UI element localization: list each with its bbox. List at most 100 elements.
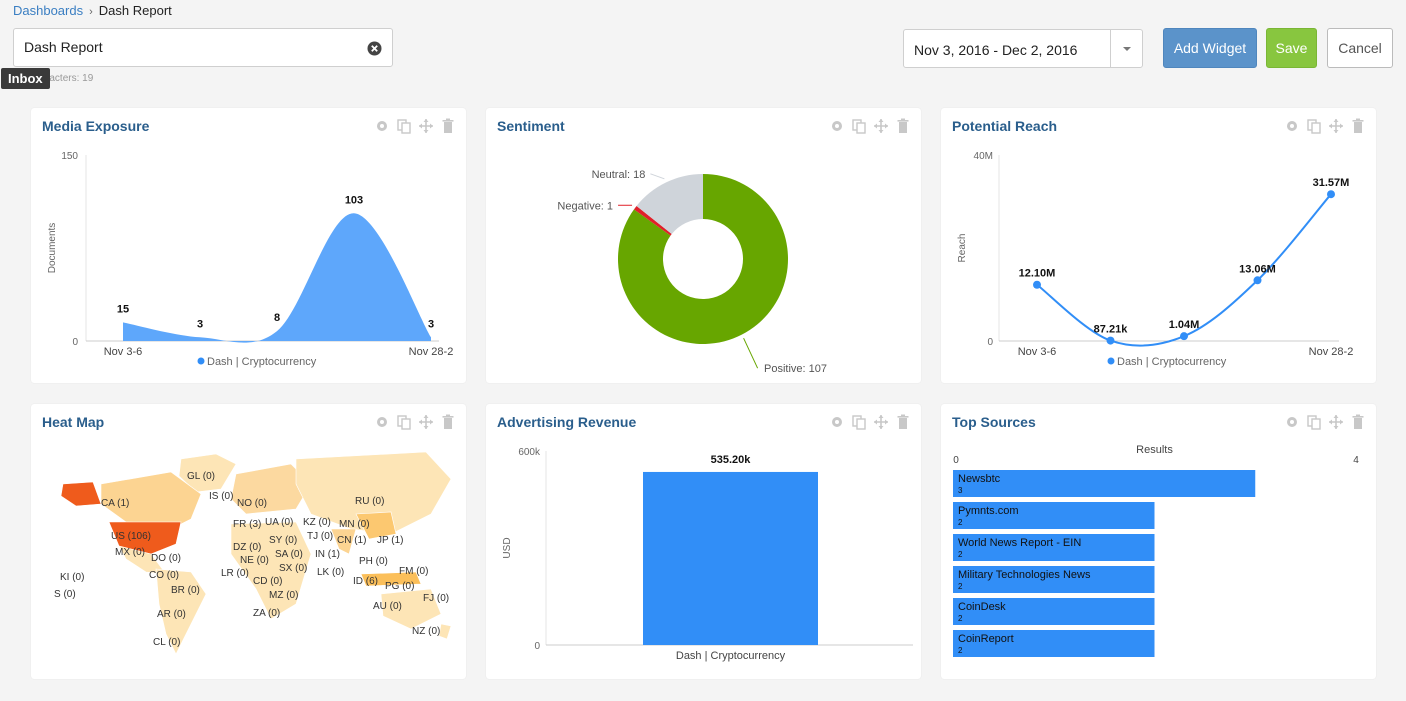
trash-icon[interactable]	[895, 414, 911, 430]
data-label: 12.10M	[1019, 268, 1056, 280]
trash-icon[interactable]	[895, 118, 911, 134]
bar	[953, 598, 1155, 625]
widget-title: Heat Map	[42, 414, 105, 430]
copy-icon[interactable]	[851, 414, 867, 430]
breadcrumb-dashboards-link[interactable]: Dashboards	[13, 3, 84, 18]
map-region-usa	[108, 521, 182, 555]
y-axis-title: Documents	[47, 223, 58, 274]
copy-icon[interactable]	[1306, 414, 1322, 430]
widget-heat-map: GL (0) IS (0) CA (1) NO (0) RU (0) FR (3) UA (…	[31, 404, 466, 679]
heat-map-chart: GL (0) IS (0) CA (1) NO (0) RU (0) FR (3) UA (…	[54, 451, 452, 655]
data-label: 103	[345, 194, 363, 206]
cancel-button[interactable]: Cancel	[1327, 28, 1393, 68]
map-label: CN (1)	[337, 535, 366, 546]
map-region-india	[330, 528, 357, 555]
map-label: JP (1)	[377, 535, 404, 546]
map-label: FJ (0)	[423, 593, 449, 604]
gear-icon[interactable]	[1284, 414, 1300, 430]
copy-icon[interactable]	[851, 118, 867, 134]
chevron-right-icon: ›	[89, 6, 93, 18]
y-tick-label: 40M	[974, 151, 993, 162]
y-tick-label: 0	[72, 337, 78, 348]
chevron-down-icon[interactable]	[1110, 30, 1142, 67]
widget-toolbar	[829, 118, 911, 134]
y-tick-label: 0	[987, 337, 993, 348]
widget-toolbar	[1284, 118, 1366, 134]
y-tick-label: 150	[61, 151, 78, 162]
trash-icon[interactable]	[1350, 118, 1366, 134]
widget-potential-reach: 40M 0 Reach 12.10M 87.21k 1.04M 13.06M 31.57M No…	[941, 108, 1376, 383]
trash-icon[interactable]	[440, 414, 456, 430]
gear-icon[interactable]	[829, 414, 845, 430]
map-label: CA (1)	[101, 498, 129, 509]
map-label: US (106)	[111, 531, 151, 542]
trash-icon[interactable]	[440, 118, 456, 134]
map-label: UA (0)	[265, 517, 293, 528]
move-icon[interactable]	[873, 414, 889, 430]
legend-label: Dash | Cryptocurrency	[1117, 356, 1227, 368]
map-label: GL (0)	[187, 471, 215, 482]
move-icon[interactable]	[1328, 414, 1344, 430]
gear-icon[interactable]	[374, 414, 390, 430]
legend-dot	[197, 357, 205, 365]
bar	[953, 630, 1155, 657]
move-icon[interactable]	[418, 118, 434, 134]
move-icon[interactable]	[418, 414, 434, 430]
trash-icon[interactable]	[1350, 414, 1366, 430]
slice-label: Positive: 107	[764, 363, 827, 375]
advertising-revenue-chart: 600k 0 USD 535.20k Dash | Cryptocurrency	[502, 447, 913, 662]
map-label: S (0)	[54, 589, 76, 600]
area-series	[123, 213, 431, 343]
map-region-china	[355, 511, 397, 540]
gear-icon[interactable]	[1284, 118, 1300, 134]
bar-value: 2	[958, 646, 963, 655]
y-axis-title: Reach	[957, 234, 968, 263]
data-point	[1180, 332, 1188, 341]
bar-value: 2	[958, 550, 963, 559]
map-region-south-america	[155, 568, 207, 655]
x-tick-label: Nov 3-6	[1018, 346, 1057, 358]
x-tick-label: Nov 3-6	[104, 346, 143, 358]
breadcrumb-current: Dash Report	[98, 3, 172, 18]
map-label: CO (0)	[149, 570, 179, 581]
map-label: MZ (0)	[269, 590, 298, 601]
data-label: 87.21k	[1094, 324, 1129, 336]
data-point	[1106, 336, 1115, 345]
map-label: SA (0)	[275, 549, 303, 560]
add-widget-button[interactable]: Add Widget	[1163, 28, 1257, 68]
bar	[953, 470, 1256, 497]
gear-icon[interactable]	[374, 118, 390, 134]
data-label: 3	[428, 318, 434, 330]
map-region-indonesia	[360, 571, 422, 587]
copy-icon[interactable]	[1306, 118, 1322, 134]
copy-icon[interactable]	[396, 414, 412, 430]
move-icon[interactable]	[1328, 118, 1344, 134]
map-region-north-america	[100, 471, 202, 525]
map-region-greenland	[178, 453, 237, 493]
map-label: FR (3)	[233, 519, 261, 530]
bar-label: CoinDesk	[958, 601, 1006, 613]
breadcrumb: Dashboards › Dash Report	[13, 3, 172, 18]
map-label: PG (0)	[385, 581, 414, 592]
report-name-field[interactable]	[13, 28, 393, 67]
map-region-europe	[230, 463, 312, 515]
clear-icon[interactable]	[367, 41, 382, 56]
pie-slice-positive	[618, 174, 788, 344]
data-label: 1.04M	[1169, 319, 1200, 331]
inbox-tooltip: Inbox	[1, 68, 50, 89]
date-range-value: Nov 3, 2016 - Dec 2, 2016	[914, 42, 1078, 58]
date-range-select[interactable]: Nov 3, 2016 - Dec 2, 2016	[903, 29, 1143, 68]
slice-label: Negative: 1	[557, 200, 613, 212]
gear-icon[interactable]	[829, 118, 845, 134]
save-button[interactable]: Save	[1266, 28, 1317, 68]
report-name-input[interactable]	[24, 39, 354, 55]
map-label: IN (1)	[315, 549, 340, 560]
widget-title: Media Exposure	[42, 118, 150, 134]
widget-toolbar	[374, 414, 456, 430]
map-region-africa	[230, 521, 312, 620]
map-label: CD (0)	[253, 576, 282, 587]
y-tick-label: 0	[534, 641, 540, 652]
move-icon[interactable]	[873, 118, 889, 134]
copy-icon[interactable]	[396, 118, 412, 134]
